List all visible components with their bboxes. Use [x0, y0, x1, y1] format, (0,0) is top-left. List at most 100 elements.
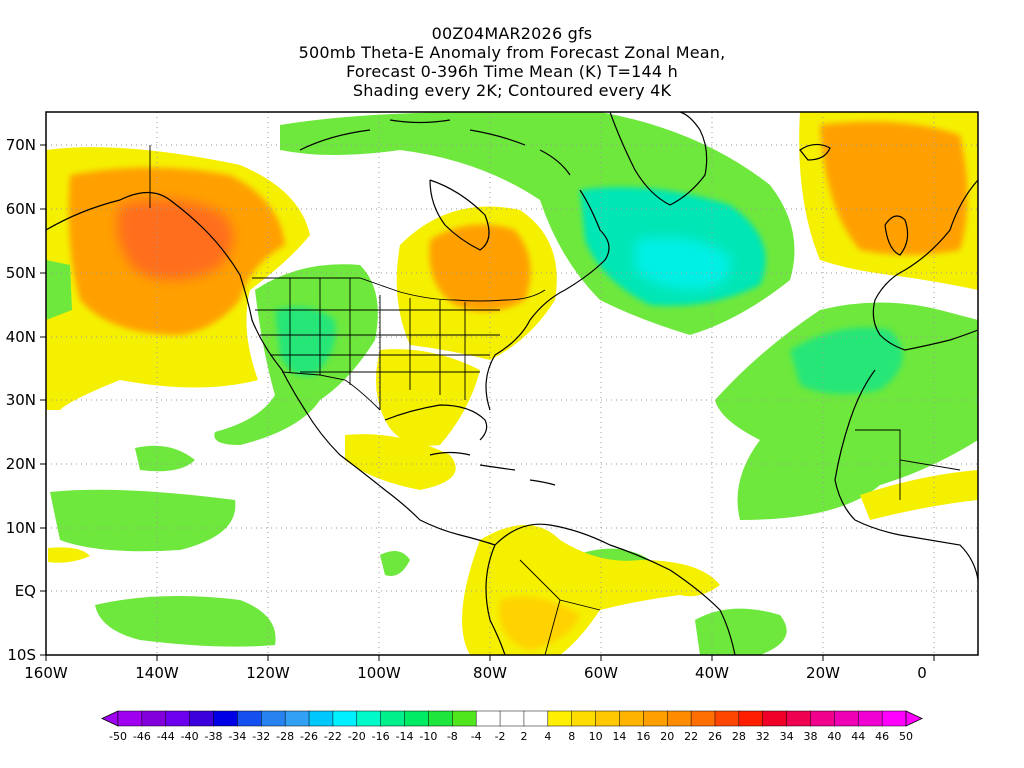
colorbar-swatch: [762, 710, 788, 727]
shading-tropic-green-4: [380, 551, 410, 576]
colorbar-swatch: [165, 710, 191, 727]
colorbar-swatch: [284, 710, 310, 727]
lat-label-60n: 60N: [6, 200, 36, 218]
colorbar-label: 22: [684, 730, 698, 743]
colorbar-label: -20: [348, 730, 366, 743]
colorbar-arrow-left: [101, 710, 119, 727]
shading-southamerica-gold: [499, 597, 580, 650]
border-us-canada: [252, 277, 546, 302]
lat-label-20n: 20N: [6, 455, 36, 473]
title-date-model: 00Z04MAR2026 gfs: [431, 24, 593, 43]
lat-label-10n: 10N: [6, 519, 36, 537]
colorbar-label: -4: [471, 730, 482, 743]
colorbar-label: 10: [589, 730, 603, 743]
colorbar-swatch: [499, 710, 525, 727]
colorbar-label: 32: [756, 730, 770, 743]
colorbar-label: -32: [252, 730, 270, 743]
border-africa: [855, 429, 961, 500]
colorbar-label: -8: [447, 730, 458, 743]
lon-label-120w: 120W: [246, 664, 290, 682]
lon-label-100w: 100W: [357, 664, 401, 682]
shading-westafrica-yellow: [860, 470, 978, 520]
colorbar-swatch: [786, 710, 812, 727]
shading-labrador-cyan: [635, 237, 731, 290]
colorbar-swatch: [810, 710, 835, 727]
shading-canada-orange: [429, 224, 531, 312]
chart-title-block: 00Z04MAR2026 gfs 500mb Theta-E Anomaly f…: [0, 24, 1024, 100]
lat-label-10s: 10S: [7, 646, 36, 664]
coast-north-america-east: [485, 189, 610, 411]
colorbar-swatch: [690, 710, 716, 727]
colorbar-swatch: [117, 710, 143, 727]
coast-caribbean: [429, 451, 556, 486]
anomaly-shading: [46, 112, 978, 655]
political-borders: [149, 145, 961, 655]
border-us-mexico: [281, 371, 381, 411]
shading-atlantic-green: [715, 302, 978, 520]
colorbar-swatch: [428, 710, 453, 727]
coast-uk: [884, 215, 909, 256]
colorbar-swatch: [380, 710, 406, 727]
colorbar-label: -14: [396, 730, 414, 743]
colorbar-swatch: [189, 710, 215, 727]
colorbar-label: -26: [300, 730, 318, 743]
longitude-labels: 160W 140W 120W 100W 80W 60W 40W 20W 0: [24, 664, 927, 682]
colorbar-swatch: [571, 710, 597, 727]
coast-south-america-west: [485, 544, 506, 655]
colorbar-swatch: [356, 710, 382, 727]
colorbar-arrow-right: [905, 710, 923, 727]
coastlines: [46, 112, 978, 655]
shading-southeast-yellow: [376, 349, 480, 446]
lon-label-0: 0: [917, 664, 927, 682]
colorbar: -50 -46 -44 -40 -38 -34 -32 -28 -26 -22 -20 -16 -14-…: [101, 710, 923, 743]
coast-south-america: [494, 523, 736, 655]
lon-label-140w: 140W: [135, 664, 179, 682]
colorbar-swatch: [213, 710, 238, 727]
colorbar-swatch: [595, 710, 621, 727]
title-shading-note: Shading every 2K; Contoured every 4K: [352, 81, 672, 100]
shading-caribbean-yellow: [345, 434, 456, 490]
coast-greenland: [609, 112, 708, 206]
colorbar-label: -2: [495, 730, 506, 743]
shading-tropic-green-2: [135, 445, 195, 472]
axis-ticks: [40, 144, 935, 661]
colorbar-swatch: [666, 710, 692, 727]
colorbar-label: -44: [157, 730, 175, 743]
colorbar-label: 44: [851, 730, 865, 743]
colorbar-label: 20: [660, 730, 674, 743]
shading-atlantic-teal: [790, 327, 903, 394]
shading-tropic-green-3: [95, 596, 276, 647]
shading-alaska-red: [117, 199, 233, 280]
coast-europe: [872, 179, 978, 351]
colorbar-swatch: [547, 710, 573, 727]
colorbar-swatch: [619, 710, 644, 727]
coast-gulf: [384, 404, 488, 441]
colorbar-label: 8: [568, 730, 575, 743]
border-states-1: [289, 278, 466, 410]
colorbar-label: -34: [228, 730, 246, 743]
colorbar-label: 50: [899, 730, 913, 743]
colorbar-swatch: [643, 710, 668, 727]
title-variable: 500mb Theta-E Anomaly from Forecast Zona…: [298, 43, 726, 62]
colorbar-swatch: [738, 710, 764, 727]
border-south-america: [519, 559, 601, 655]
coast-iceland: [799, 143, 831, 161]
colorbar-label: -46: [133, 730, 151, 743]
colorbar-swatch: [237, 710, 262, 727]
lon-label-80w: 80W: [473, 664, 507, 682]
colorbar-swatch: [261, 710, 286, 727]
colorbar-swatch: [452, 710, 477, 727]
colorbar-label: 16: [636, 730, 650, 743]
colorbar-label: -50: [109, 730, 127, 743]
shading-tropic-green-1: [50, 489, 236, 552]
latitude-labels: 70N 60N 50N 40N 30N 20N 10N EQ 10S: [6, 136, 36, 664]
shading-west-green: [46, 260, 72, 320]
border-states-2: [255, 309, 500, 373]
colorbar-label: -10: [419, 730, 437, 743]
colorbar-label: -16: [372, 730, 390, 743]
lon-label-60w: 60W: [584, 664, 618, 682]
shading-europe-orange: [820, 121, 968, 256]
colorbar-label: -38: [205, 730, 223, 743]
colorbar-label: -22: [324, 730, 342, 743]
coast-arctic-islands: [299, 119, 571, 176]
